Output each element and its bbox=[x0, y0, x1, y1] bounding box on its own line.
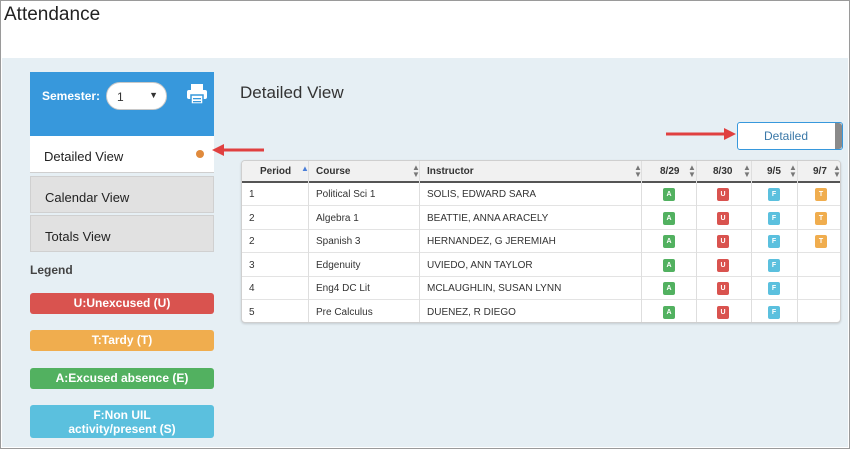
column-divider bbox=[641, 161, 642, 322]
legend-title: Legend bbox=[30, 263, 73, 277]
column-divider bbox=[696, 161, 697, 322]
attendance-code-badge[interactable]: A bbox=[663, 258, 675, 272]
nav-calendar-view-label: Calendar View bbox=[45, 190, 130, 205]
legend-excused: A:Excused absence (E) bbox=[30, 368, 214, 389]
attendance-table: Period ▲ Course ▲ ▼ Instructor ▲ ▼ 8/29 ▲ ▼… bbox=[241, 160, 841, 323]
column-divider bbox=[797, 161, 798, 322]
cell-course: Algebra 1 bbox=[316, 212, 359, 224]
attendance-code-badge[interactable]: U bbox=[717, 235, 729, 248]
attendance-code-badge[interactable]: A bbox=[663, 305, 675, 319]
cell-course: Edgenuity bbox=[316, 259, 361, 271]
semester-value: 1 bbox=[117, 90, 124, 104]
active-indicator-dot bbox=[196, 150, 204, 158]
annotation-arrow bbox=[212, 144, 264, 156]
cell-course: Eng4 DC Lit bbox=[316, 283, 370, 294]
attendance-code-badge[interactable]: T bbox=[815, 235, 827, 248]
legend-tardy: T:Tardy (T) bbox=[30, 330, 214, 351]
sort-icon[interactable]: ▲ ▼ bbox=[412, 163, 420, 179]
cell-period: 3 bbox=[249, 259, 255, 271]
attendance-code-badge[interactable]: F bbox=[768, 188, 780, 201]
table-row: 2 Spanish 3 HERNANDEZ, G JEREMIAH A U F T bbox=[242, 230, 840, 253]
chevron-down-icon: ▼ bbox=[149, 90, 158, 100]
attendance-code-badge[interactable]: T bbox=[815, 188, 827, 201]
table-header: Period ▲ Course ▲ ▼ Instructor ▲ ▼ 8/29 ▲ ▼… bbox=[242, 161, 841, 183]
attendance-code-badge[interactable]: F bbox=[768, 235, 780, 248]
table-row: 5 Pre Calculus DUENEZ, R DIEGO A U F bbox=[242, 301, 840, 323]
header-date-3[interactable]: 9/5 bbox=[767, 166, 781, 177]
column-divider bbox=[419, 161, 420, 322]
attendance-code-badge[interactable]: F bbox=[768, 258, 780, 272]
cell-instructor: UVIEDO, ANN TAYLOR bbox=[427, 259, 533, 271]
attendance-code-badge[interactable]: F bbox=[768, 211, 780, 225]
attendance-code-badge[interactable]: U bbox=[717, 305, 729, 319]
column-divider bbox=[308, 161, 309, 322]
attendance-code-badge[interactable]: U bbox=[717, 282, 729, 295]
nav-detailed-view[interactable]: Detailed View bbox=[30, 136, 214, 173]
sidebar-header: Semester: 1 ▼ bbox=[30, 72, 214, 136]
nav-calendar-view[interactable]: Calendar View bbox=[30, 176, 214, 213]
table-row: 3 Edgenuity UVIEDO, ANN TAYLOR A U F bbox=[242, 254, 840, 277]
cell-period: 1 bbox=[249, 189, 255, 200]
print-icon[interactable] bbox=[186, 83, 208, 105]
button-edge bbox=[835, 123, 842, 149]
table-row: 4 Eng4 DC Lit MCLAUGHLIN, SUSAN LYNN A U F bbox=[242, 277, 840, 300]
semester-select[interactable]: 1 ▼ bbox=[106, 82, 167, 110]
header-course[interactable]: Course bbox=[316, 166, 351, 177]
table-row: 1 Political Sci 1 SOLIS, EDWARD SARA A U F T bbox=[242, 183, 840, 206]
cell-period: 2 bbox=[249, 212, 255, 224]
sort-icon[interactable]: ▲ ▼ bbox=[688, 163, 696, 179]
sort-icon[interactable]: ▲ ▼ bbox=[634, 163, 642, 179]
detailed-view-button[interactable]: Detailed bbox=[737, 122, 843, 150]
semester-label: Semester: bbox=[42, 89, 101, 103]
header-period[interactable]: Period bbox=[260, 166, 292, 177]
cell-period: 4 bbox=[249, 283, 255, 294]
cell-instructor: SOLIS, EDWARD SARA bbox=[427, 189, 537, 200]
cell-period: 2 bbox=[249, 236, 255, 247]
attendance-code-badge[interactable]: A bbox=[663, 188, 675, 201]
attendance-code-badge[interactable]: F bbox=[768, 282, 780, 295]
cell-course: Spanish 3 bbox=[316, 236, 361, 247]
sort-icon[interactable]: ▲ ▼ bbox=[789, 163, 797, 179]
attendance-code-badge[interactable]: U bbox=[717, 258, 729, 272]
attendance-code-badge[interactable]: F bbox=[768, 305, 780, 319]
attendance-code-badge[interactable]: A bbox=[663, 211, 675, 225]
sort-icon[interactable]: ▲ ▼ bbox=[743, 163, 751, 179]
main-title: Detailed View bbox=[240, 83, 344, 102]
cell-course: Political Sci 1 bbox=[316, 189, 376, 200]
nav-totals-view-label: Totals View bbox=[45, 229, 111, 244]
nav-totals-view[interactable]: Totals View bbox=[30, 215, 214, 252]
table-row: 2 Algebra 1 BEATTIE, ANNA ARACELY A U F T bbox=[242, 207, 840, 230]
annotation-arrow bbox=[666, 128, 736, 140]
cell-instructor: DUENEZ, R DIEGO bbox=[427, 306, 516, 318]
cell-instructor: HERNANDEZ, G JEREMIAH bbox=[427, 236, 556, 247]
attendance-code-badge[interactable]: T bbox=[815, 211, 827, 225]
column-divider bbox=[751, 161, 752, 322]
header-date-1[interactable]: 8/29 bbox=[660, 166, 680, 177]
sort-asc-icon[interactable]: ▲ bbox=[301, 164, 309, 173]
cell-instructor: MCLAUGHLIN, SUSAN LYNN bbox=[427, 283, 562, 294]
cell-course: Pre Calculus bbox=[316, 306, 373, 318]
cell-instructor: BEATTIE, ANNA ARACELY bbox=[427, 212, 549, 224]
attendance-code-badge[interactable]: A bbox=[663, 235, 675, 248]
attendance-code-badge[interactable]: A bbox=[663, 282, 675, 295]
detailed-button-label: Detailed bbox=[763, 129, 809, 143]
legend-unexcused: U:Unexcused (U) bbox=[30, 293, 214, 314]
header-date-4[interactable]: 9/7 bbox=[813, 166, 827, 177]
nav-detailed-view-label: Detailed View bbox=[44, 149, 124, 164]
legend-non-uil: F:Non UIL activity/present (S) bbox=[30, 405, 214, 438]
attendance-code-badge[interactable]: U bbox=[717, 188, 729, 201]
attendance-code-badge[interactable]: U bbox=[717, 211, 729, 225]
header-date-2[interactable]: 8/30 bbox=[713, 166, 733, 177]
page-title: Attendance bbox=[4, 4, 101, 25]
header-instructor[interactable]: Instructor bbox=[427, 166, 474, 177]
sort-icon[interactable]: ▲ ▼ bbox=[833, 163, 841, 179]
cell-period: 5 bbox=[249, 306, 255, 318]
